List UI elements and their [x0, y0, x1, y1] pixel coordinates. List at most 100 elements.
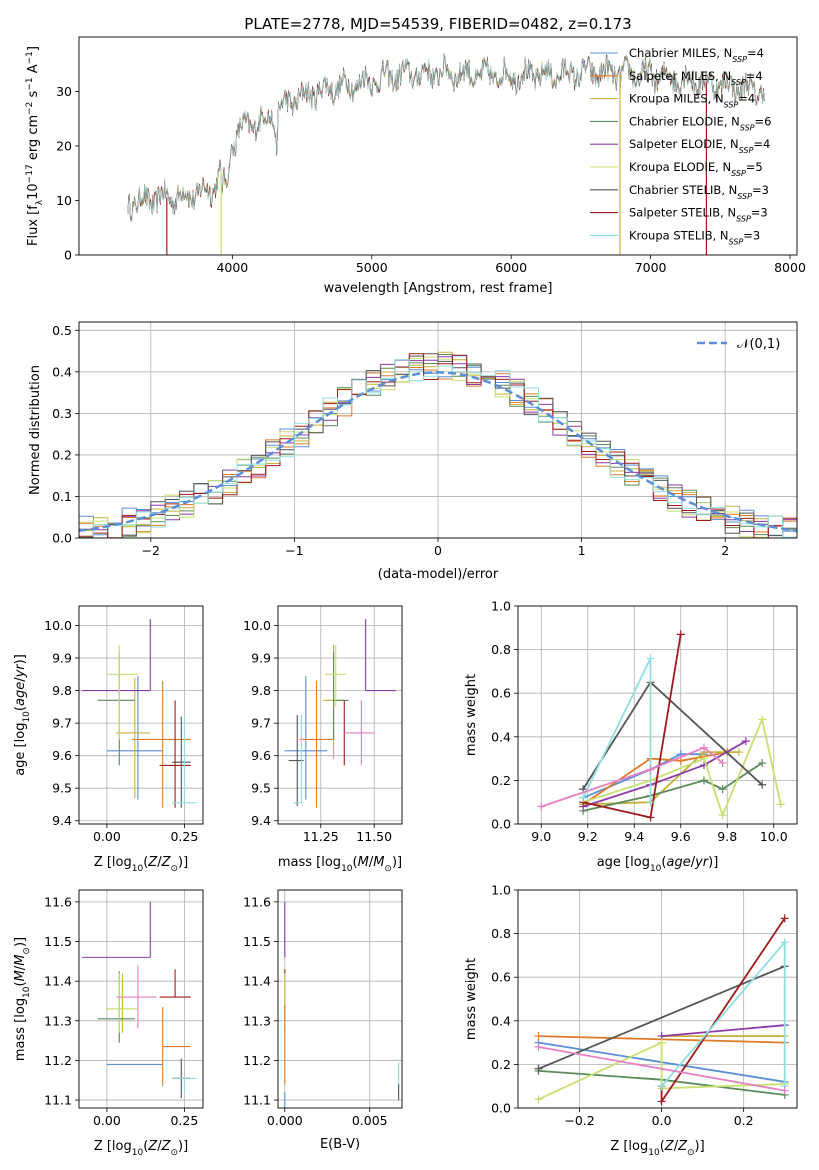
age-vs-mass-panel: 11.25 11.50 9.4 9.5 9.6 9.7 9.8 9.9 10.0 mass [lo… — [243, 605, 403, 874]
label-part: age — [13, 682, 28, 706]
label-part: / — [691, 855, 696, 870]
legend-text: =4 — [747, 46, 764, 60]
label-part: )] — [178, 1139, 188, 1154]
legend-sub: SSP — [724, 100, 739, 109]
weight-marker — [758, 780, 767, 789]
legend-text: =6 — [755, 114, 772, 128]
weight-marker — [700, 754, 708, 763]
y-tick-label: 10.0 — [243, 618, 271, 633]
x-tick-label: 10.0 — [760, 829, 788, 844]
label-part: M — [13, 955, 28, 966]
label-part: ⊙ — [170, 1148, 178, 1158]
label-part: Flux [f — [26, 205, 41, 246]
weight-marker — [646, 798, 655, 807]
y-tick-label: 11.2 — [44, 1053, 72, 1068]
label-part: −1 — [25, 51, 35, 64]
y-tick-label: 0.8 — [491, 926, 511, 941]
weight-marker — [758, 758, 767, 767]
x-tick-label: 0.00 — [93, 829, 121, 844]
label-part: )] — [13, 937, 28, 947]
x-tick-label: 9.8 — [717, 829, 737, 844]
legend-text: =4 — [738, 92, 755, 106]
y-tick-label: 9.8 — [52, 683, 72, 698]
weight-series-line — [582, 753, 704, 799]
errorbar-points — [82, 619, 197, 808]
x-tick-label: 9.0 — [531, 829, 551, 844]
y-tick-label: 11.5 — [44, 934, 72, 949]
legend-sub: SSP — [732, 55, 747, 64]
label-part: 10 — [22, 711, 32, 723]
x-tick-label: 6000 — [495, 260, 527, 275]
legend-text: =3 — [751, 206, 768, 220]
x-tick-label: 5000 — [356, 260, 388, 275]
weight-marker — [646, 765, 655, 774]
y-tick-label: 0.6 — [491, 970, 511, 985]
label-part: −17 — [25, 164, 35, 183]
weight-marker — [646, 654, 655, 663]
y-tick-label: 10 — [56, 193, 72, 208]
x-tick-label: 11.25 — [303, 829, 339, 844]
x-tick-label: 0.2 — [734, 1113, 754, 1128]
weight-marker — [718, 785, 727, 794]
legend-text: Salpeter STELIB, N — [629, 206, 736, 220]
y-tick-label: 9.9 — [251, 651, 271, 666]
weight-series-line — [582, 740, 747, 808]
spectrum-series-line — [127, 53, 765, 222]
legend-text: Salpeter ELODIE, N — [629, 137, 739, 151]
x-axis-label: Z [log10(Z/Z⊙)] — [94, 855, 188, 874]
axes-frame — [78, 321, 798, 539]
weight-marker — [657, 1097, 666, 1106]
label-part: age [log — [597, 855, 650, 870]
label-part: 10 — [26, 183, 41, 200]
y-tick-label: 9.6 — [52, 748, 72, 763]
histogram-series-step — [79, 353, 797, 538]
weight-marker — [780, 1086, 789, 1095]
y-tick-label: 0.4 — [491, 729, 511, 744]
legend-text: =5 — [746, 160, 763, 174]
label-part: )] — [13, 654, 28, 664]
y-tick-label: 9.5 — [52, 781, 72, 796]
y-tick-label: 0.1 — [52, 489, 72, 504]
label-part: age — [666, 855, 690, 870]
y-tick-label: 9.7 — [251, 716, 271, 731]
weight-marker — [534, 1064, 543, 1073]
legend-entry: Kroupa ELODIE, NSSP=5 — [629, 160, 763, 178]
normal-reference-curve — [79, 371, 797, 532]
legend-sub: SSP — [739, 146, 754, 155]
x-axis-label: wavelength [Angstrom, rest frame] — [324, 281, 553, 296]
histogram-steps — [79, 351, 797, 538]
label-part: ( — [143, 855, 148, 870]
label-part: yr — [694, 855, 710, 870]
y-tick-label: 0.3 — [52, 406, 72, 421]
label-part: / — [369, 855, 374, 870]
x-tick-label: −0.2 — [564, 1113, 594, 1128]
label-part: ⊙ — [170, 864, 178, 874]
label-part: s — [26, 90, 41, 101]
weight-vs-age-panel: 9.0 9.2 9.4 9.6 9.8 10.0 0.0 0.2 0.4 0.6 0.8 1.0 age… — [464, 599, 798, 874]
label-part: Z — [147, 1139, 158, 1154]
y-axis-label: Flux [fλ10−17 erg cm−2 s−1 A−1] — [25, 46, 45, 246]
axes-frame — [277, 605, 403, 825]
label-part: Z [log — [94, 1139, 132, 1154]
y-tick-label: 11.3 — [243, 1013, 271, 1028]
legend-text: Kroupa STELIB, N — [629, 228, 729, 242]
weight-marker — [534, 1042, 543, 1051]
axes-frame — [78, 889, 204, 1109]
label-part: / — [13, 965, 28, 970]
figure-title: PLATE=2778, MJD=54539, FIBERID=0482, z=0… — [244, 15, 631, 33]
weight-marker — [718, 811, 727, 820]
label-part: ⊙ — [22, 947, 32, 955]
y-tick-label: 11.3 — [44, 1013, 72, 1028]
label-part: M — [373, 855, 384, 870]
x-tick-label: 2 — [721, 543, 729, 558]
spectrum-lines — [127, 53, 765, 255]
label-part: 10 — [132, 1148, 144, 1158]
weight-marker — [741, 737, 750, 746]
label-part: ] — [26, 46, 41, 51]
x-tick-label: 9.6 — [671, 829, 691, 844]
legend-entry: 𝒩(0,1) — [737, 337, 780, 352]
x-tick-label: 0.25 — [170, 829, 198, 844]
y-tick-label: 11.5 — [243, 934, 271, 949]
label-part: ( — [661, 855, 666, 870]
